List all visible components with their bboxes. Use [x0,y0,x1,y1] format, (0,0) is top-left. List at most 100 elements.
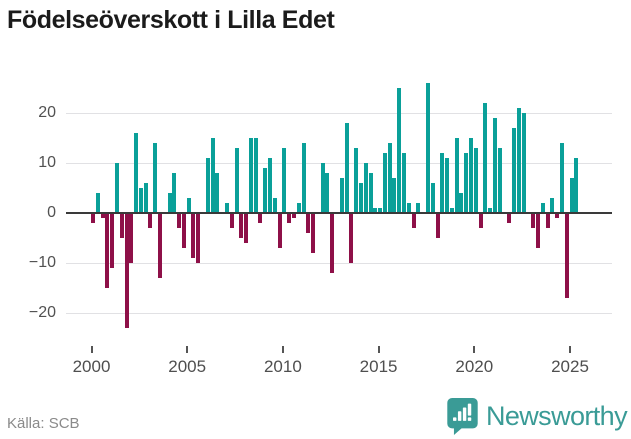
bar [478,213,483,228]
bar [483,103,488,213]
bar [550,198,555,213]
bar [224,203,229,213]
bar [196,213,201,263]
x-axis-tick [186,346,189,353]
bar [95,193,100,213]
bar [239,213,244,238]
gridline [66,313,612,314]
gridline [66,263,612,264]
bar [574,158,579,213]
bar [215,173,220,213]
bar [368,173,373,213]
y-axis-tick-label: −10 [28,254,56,271]
bar [569,178,574,213]
bar [172,173,177,213]
newsworthy-logo: Newsworthy [446,396,628,436]
bar [311,213,316,253]
bar [521,113,526,213]
bar [464,153,469,213]
bar [177,213,182,228]
bar [497,148,502,213]
bar [559,143,564,213]
bar [277,213,282,248]
bar [320,163,325,213]
x-axis-tick-label: 2010 [263,357,302,376]
bar [301,143,306,213]
x-axis-tick-label: 2020 [455,357,494,376]
bar [105,213,110,288]
bar [392,178,397,213]
bar [244,213,249,243]
bar [469,138,473,213]
bar [555,213,560,218]
bar [507,213,512,223]
y-axis-tick-label: −20 [28,304,56,321]
x-axis-tick [281,346,284,353]
bar [234,148,239,213]
bar [531,213,536,228]
y-axis-tick-label: 0 [47,204,56,221]
bar [124,213,129,328]
bar [296,203,301,213]
bar [354,148,359,213]
bar [373,208,378,213]
chart-title: Födelseöverskott i Lilla Edet [7,6,335,34]
zero-axis-line [66,212,612,214]
bar [363,163,368,213]
bar [263,168,268,213]
y-axis-tick-label: 10 [38,154,56,171]
bar [268,158,273,213]
x-axis-tick-label: 2025 [551,357,589,376]
bar [536,213,540,248]
bar [167,193,172,213]
gridline [66,113,612,114]
bar [258,213,263,223]
bar [248,138,253,213]
bar [445,158,450,213]
bar [378,208,383,213]
bar [440,153,445,213]
x-axis-tick [90,346,93,353]
bar [454,138,459,213]
bar [516,108,521,213]
bar [129,213,134,263]
bar [157,213,162,278]
bar [488,208,493,213]
bar [416,203,421,213]
bar [411,213,416,228]
x-axis-tick-label: 2005 [168,357,207,376]
bar [91,213,95,223]
bar [134,133,139,213]
bar [110,213,115,268]
bar [148,213,153,228]
bar [253,138,258,213]
x-axis-tick-label: 2015 [359,357,398,376]
bar [449,208,454,213]
x-axis-tick [569,346,571,353]
bar [205,158,210,213]
bar [138,188,143,213]
bar [153,143,158,213]
bar [382,153,387,213]
bar [425,83,430,213]
bar [143,183,148,213]
bar [291,213,296,218]
bar [229,213,234,228]
bar [473,148,478,213]
bar [358,183,363,213]
bar [100,213,105,218]
bar [114,163,119,213]
bar [435,213,440,238]
source-caption: Källa: SCB [7,415,80,432]
bar [540,203,545,213]
x-axis-tick-label: 2000 [72,357,111,376]
bar [191,213,196,258]
bar [387,143,392,213]
bar [287,213,292,223]
bar [459,193,464,213]
newsworthy-wordmark: Newsworthy [485,400,628,431]
bar [306,213,311,233]
bar [272,198,277,213]
bar [545,213,550,228]
